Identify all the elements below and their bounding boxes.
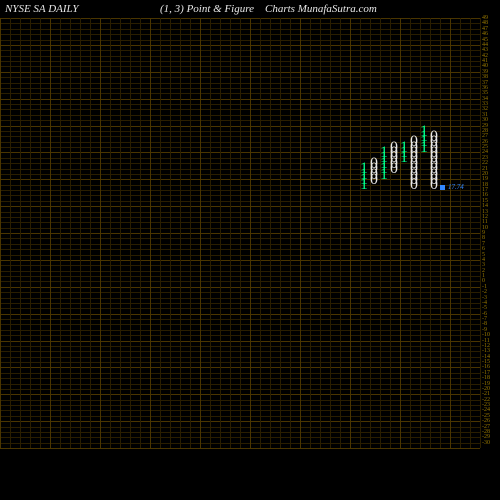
point-figure-chart: 1111000011111000001110000000001111000000… (0, 18, 480, 448)
pnf-o-symbol: 0 (390, 160, 398, 178)
chart-type-label: (1, 3) Point & Figure (160, 3, 254, 15)
pnf-x-symbol: 1 (420, 139, 428, 157)
pnf-x-symbol: 1 (360, 176, 368, 194)
source-label: Charts MunafaSutra.com (265, 3, 377, 15)
pnf-x-symbol: 1 (400, 149, 408, 167)
y-axis-label: -30 (482, 441, 490, 446)
pnf-x-symbol: 1 (380, 166, 388, 184)
ticker-title: NYSE SA DAILY (5, 3, 79, 15)
current-price-marker (440, 185, 445, 190)
y-axis: 4948474645444342414039383736353433323130… (480, 18, 500, 448)
current-price-label: 17.74 (448, 183, 464, 191)
pnf-o-symbol: 0 (430, 176, 438, 194)
pnf-o-symbol: 0 (410, 176, 418, 194)
chart-header: NYSE SA DAILY (1, 3) Point & Figure Char… (0, 0, 500, 18)
pnf-o-symbol: 0 (370, 171, 378, 189)
